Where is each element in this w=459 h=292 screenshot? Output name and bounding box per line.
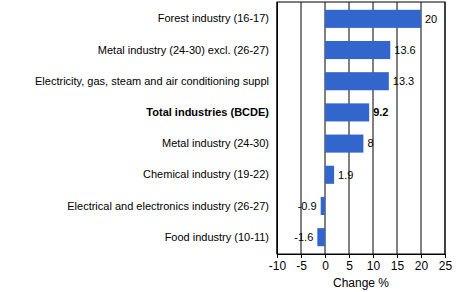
- bar: [317, 228, 325, 246]
- data-labels: 20 13.6 13.3 9.2 8 1.9 -0.9 -1.6: [294, 13, 437, 243]
- x-tick-label: 25: [439, 259, 453, 273]
- x-tick-label: -5: [296, 259, 307, 273]
- category-label: Electrical and electronics industry (26-…: [67, 199, 269, 211]
- chart-svg: -10 -5 0 5 10 15 20 25 Forest industry (16-17) Me…: [0, 0, 459, 292]
- x-tick: -10: [269, 254, 287, 273]
- grid-line: [325, 2, 326, 254]
- data-label: 8: [367, 137, 373, 149]
- x-axis-line: [278, 255, 446, 259]
- x-tick-mark: [277, 254, 278, 258]
- bar: [325, 41, 390, 59]
- x-tick-mark: [397, 254, 398, 258]
- x-tick: 15: [391, 254, 405, 273]
- category-label: Forest industry (16-17): [158, 12, 269, 24]
- x-tick-label: 20: [415, 259, 429, 273]
- data-label: 13.6: [394, 44, 415, 56]
- data-label: 9.2: [373, 106, 388, 118]
- x-tick-mark: [421, 254, 422, 258]
- bar: [325, 10, 421, 28]
- grid-line: [421, 2, 422, 254]
- x-tick: -5: [296, 254, 307, 273]
- bar: [325, 72, 389, 90]
- x-tick-mark: [445, 254, 446, 258]
- data-label: 13.3: [393, 75, 414, 87]
- y-tick: Total industries (BCDE): [146, 106, 277, 118]
- x-tick-label: 15: [391, 259, 405, 273]
- y-tick: Electricity, gas, steam and air conditio…: [35, 75, 277, 87]
- category-label: Chemical industry (19-22): [143, 168, 269, 180]
- x-tick: 25: [439, 254, 453, 273]
- category-label: Metal industry (24-30): [162, 137, 269, 149]
- bar: [325, 166, 334, 184]
- grid-line: [301, 2, 302, 254]
- y-tick: Metal industry (24-30): [162, 137, 277, 149]
- grid-line: [397, 2, 398, 254]
- grid: [277, 2, 445, 254]
- y-tick: Food industry (10-11): [165, 231, 277, 243]
- y-axis: Forest industry (16-17) Metal industry (2…: [35, 3, 277, 255]
- data-label: 20: [425, 13, 437, 25]
- x-tick: 20: [415, 254, 429, 273]
- x-tick-label: -10: [269, 259, 287, 273]
- bars: [317, 10, 421, 246]
- data-label: -0.9: [298, 200, 317, 212]
- grid-line: [349, 2, 350, 254]
- data-label: -1.6: [294, 231, 313, 243]
- x-axis-title: Change %: [333, 276, 389, 290]
- x-tick-label: 5: [346, 259, 353, 273]
- category-label: Total industries (BCDE): [146, 106, 269, 118]
- chart-container: -10 -5 0 5 10 15 20 25 Forest industry (16-17) Me…: [0, 0, 459, 292]
- grid-line: [373, 2, 374, 254]
- x-tick-label: 0: [322, 259, 329, 273]
- category-label: Metal industry (24-30) excl. (26-27): [98, 44, 269, 56]
- y-tick: Chemical industry (19-22): [143, 168, 277, 180]
- x-tick-label: 10: [367, 259, 381, 273]
- x-tick-mark: [373, 254, 374, 258]
- bar: [325, 103, 369, 121]
- data-label: 1.9: [338, 169, 353, 181]
- x-tick-mark: [349, 254, 350, 258]
- y-tick: Metal industry (24-30) excl. (26-27): [98, 44, 277, 56]
- x-axis: -10 -5 0 5 10 15 20 25: [269, 254, 453, 273]
- y-tick: Electrical and electronics industry (26-…: [67, 199, 277, 211]
- plot: -10 -5 0 5 10 15 20 25 Forest industry (16-17) Me…: [35, 2, 452, 273]
- x-tick: 10: [367, 254, 381, 273]
- bar: [321, 197, 325, 215]
- category-label: Food industry (10-11): [165, 231, 269, 243]
- y-tick: Forest industry (16-17): [158, 12, 277, 24]
- x-tick-mark: [301, 254, 302, 258]
- y-axis-line: [277, 3, 278, 255]
- bar: [325, 135, 363, 153]
- x-tick: 0: [322, 254, 329, 273]
- x-tick: 5: [346, 254, 353, 273]
- plot-frame: [277, 2, 445, 254]
- category-label: Electricity, gas, steam and air conditio…: [35, 75, 269, 87]
- x-tick-mark: [325, 254, 326, 258]
